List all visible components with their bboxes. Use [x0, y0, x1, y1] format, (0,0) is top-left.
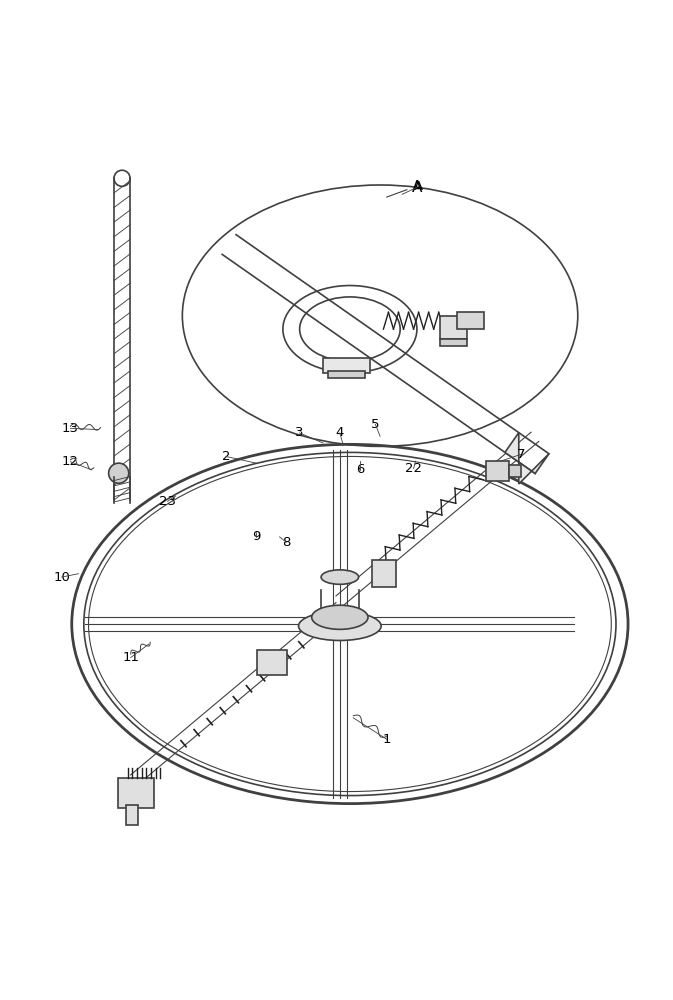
Bar: [440, 316, 467, 339]
Text: 6: 6: [356, 463, 364, 476]
Text: 10: 10: [53, 571, 70, 584]
Bar: [486, 461, 509, 481]
Text: 4: 4: [336, 426, 344, 439]
Bar: [440, 339, 467, 346]
Text: 23: 23: [159, 495, 176, 508]
Text: 3: 3: [295, 426, 304, 439]
Bar: [127, 805, 138, 825]
Bar: [257, 650, 287, 675]
Bar: [372, 560, 396, 587]
Text: 2: 2: [221, 450, 230, 463]
Bar: [509, 465, 521, 477]
Text: 5: 5: [371, 418, 380, 431]
Text: 22: 22: [405, 462, 422, 475]
Text: 7: 7: [517, 448, 525, 461]
Text: 8: 8: [282, 536, 291, 549]
Ellipse shape: [321, 570, 359, 584]
Text: 13: 13: [62, 422, 79, 435]
Text: 9: 9: [252, 530, 260, 543]
Polygon shape: [505, 433, 549, 484]
Text: 1: 1: [382, 733, 391, 746]
Text: A: A: [415, 180, 423, 193]
Text: 11: 11: [122, 651, 139, 664]
Text: A: A: [412, 180, 422, 195]
Bar: [328, 371, 365, 378]
Ellipse shape: [312, 605, 368, 629]
Circle shape: [108, 463, 129, 483]
Ellipse shape: [299, 612, 381, 640]
Text: 12: 12: [62, 455, 79, 468]
Bar: [118, 778, 154, 808]
Bar: [457, 312, 484, 329]
Bar: [323, 358, 370, 373]
